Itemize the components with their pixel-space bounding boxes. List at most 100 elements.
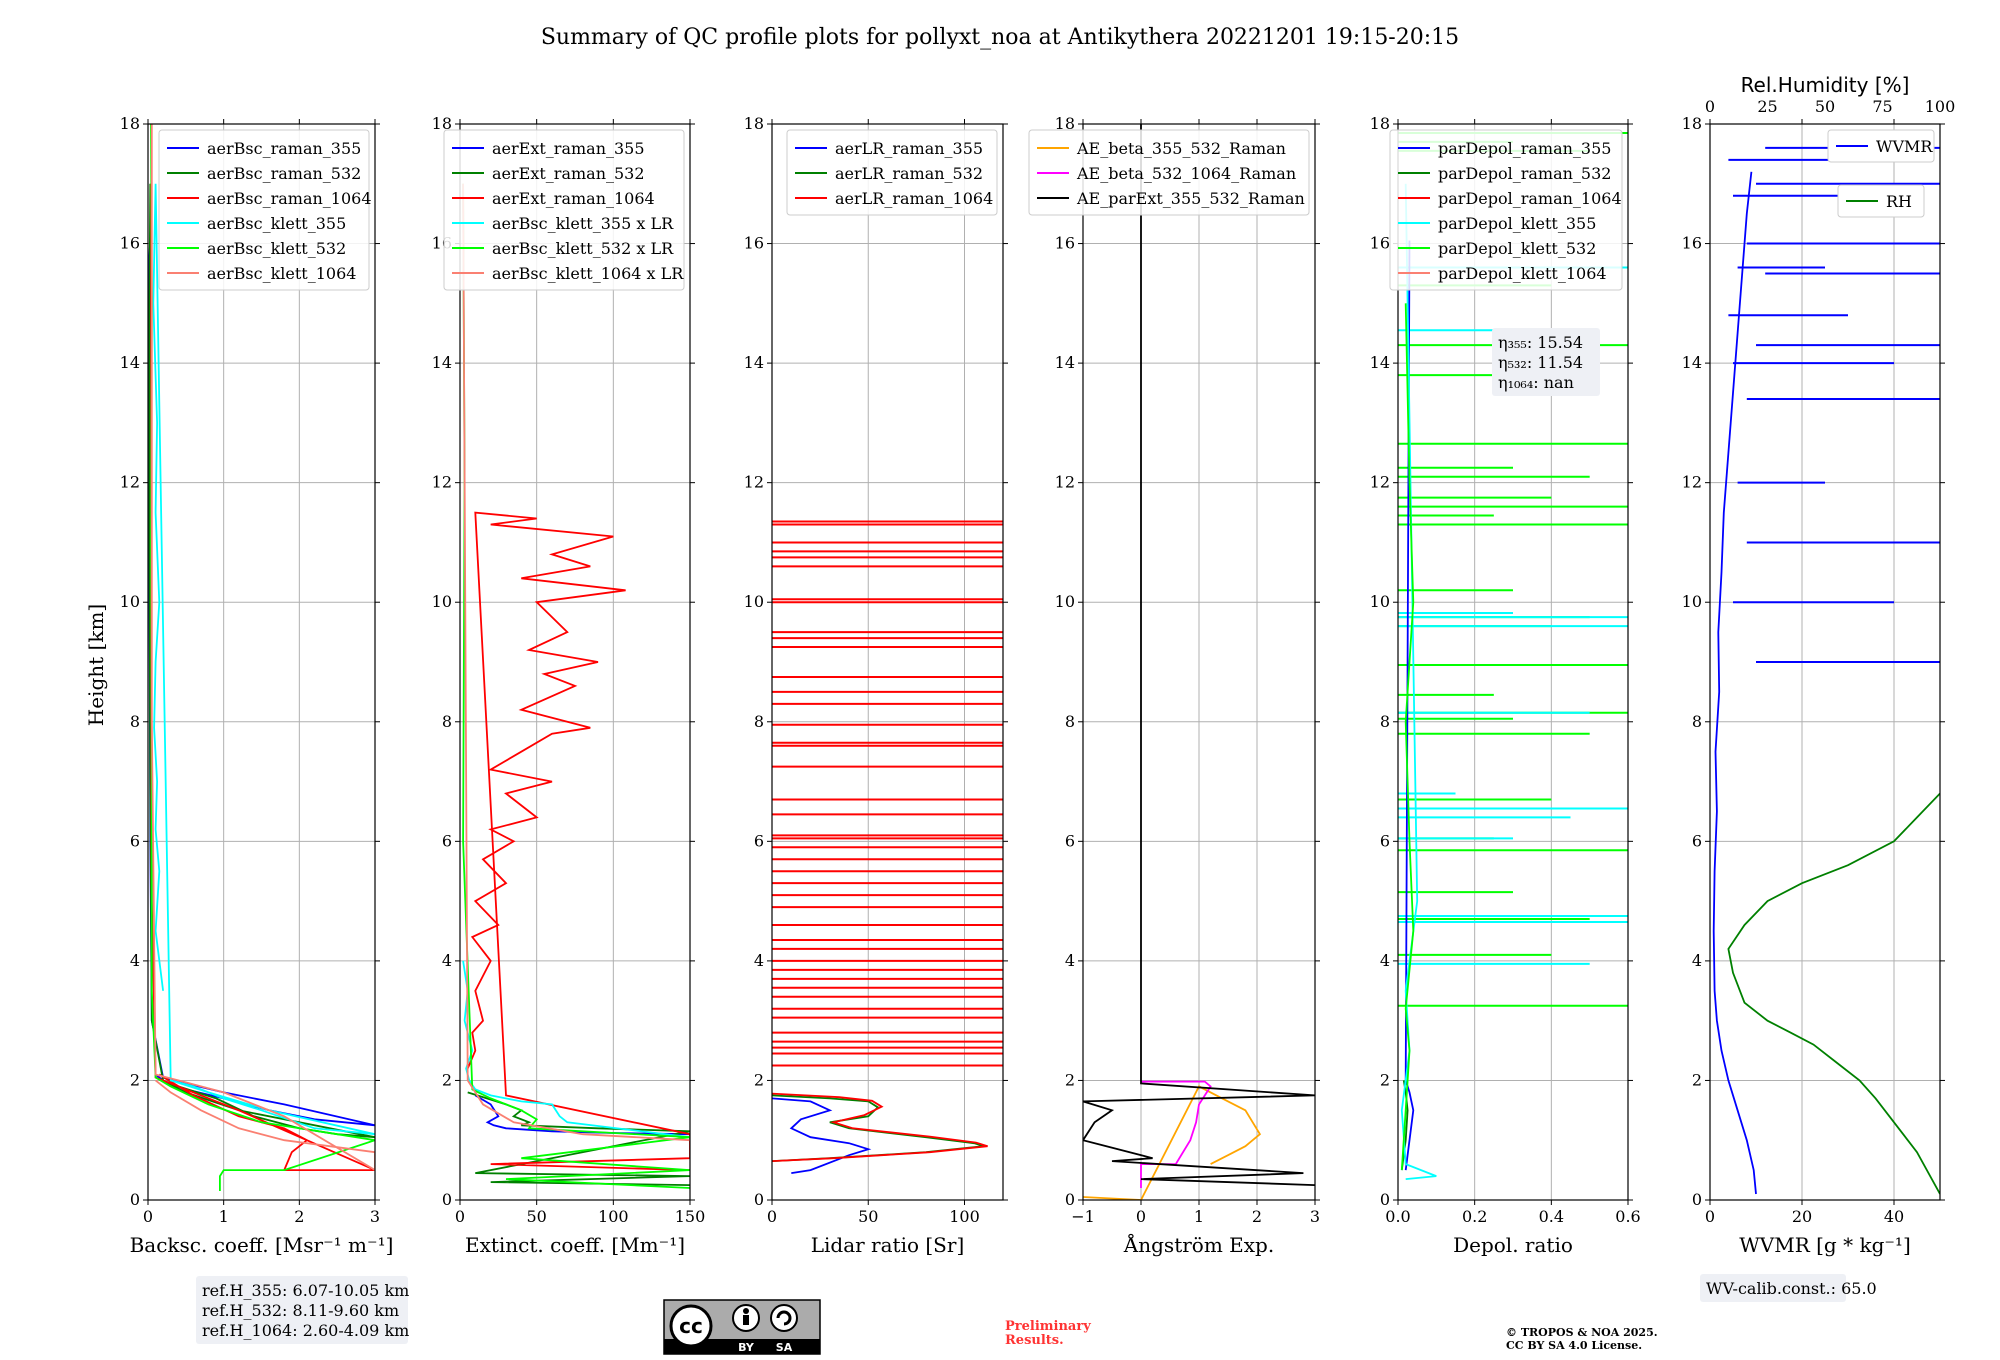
y-tick-label: 0 (1065, 1190, 1075, 1209)
annotation-wv: WV-calib.const.: 65.0 (1700, 1274, 1877, 1302)
y-tick-label: 8 (1380, 712, 1390, 731)
by-label: BY (738, 1341, 755, 1354)
x-tick-label: 50 (526, 1207, 546, 1226)
y-tick-label: 18 (120, 114, 140, 133)
y-tick-label: 12 (1370, 473, 1390, 492)
y-tick-label: 4 (1065, 951, 1075, 970)
legend-entry: aerLR_raman_355 (835, 139, 983, 158)
legend-entry: aerBsc_raman_1064 (207, 189, 372, 208)
series-line-aerbsc-raman-1064 (150, 183, 375, 1171)
annotation-text: η₁₀₆₄: nan (1498, 373, 1574, 392)
x-tick-label: 2 (1252, 1207, 1262, 1226)
y-tick-label: 4 (442, 951, 452, 970)
legend-entry: aerBsc_klett_1064 (207, 264, 356, 283)
legend-lr: aerLR_raman_355 aerLR_raman_532 aerLR_rama… (786, 129, 998, 216)
y-tick-label: 10 (744, 592, 764, 611)
x-tick-label: 100 (598, 1207, 629, 1226)
legend-box (786, 129, 998, 216)
x-axis-label: WVMR [g * kg⁻¹] (1739, 1233, 1911, 1257)
x-tick-label: 0 (1705, 1207, 1715, 1226)
series-line-aerbsc-klett-1064 (150, 124, 375, 1172)
x-tick-label: 3 (370, 1207, 380, 1226)
series-line-wvmr (1712, 171, 1757, 1195)
series-line-aerbsc-klett-532-x-lr (462, 183, 690, 1189)
x-tick-label: 1 (1194, 1207, 1204, 1226)
panel-lr: 0 2 4 6 8 10 12 14 16 18 0 50 100 Lidar ratio [Sr] aer… (744, 114, 1008, 1257)
by-icon-head (743, 1308, 749, 1314)
y-tick-label: 6 (1692, 831, 1702, 850)
y-tick-label: 16 (1682, 234, 1702, 253)
annotation-text: η₅₃₂: 11.54 (1498, 353, 1583, 372)
x-tick-label: 0 (143, 1207, 153, 1226)
axes-frame (459, 123, 691, 1201)
legend-entry: parDepol_raman_532 (1438, 164, 1611, 183)
preliminary-notice: Preliminary (1005, 1319, 1091, 1334)
cc-license-badge: cc BY SA (663, 1299, 821, 1355)
cc-icon-text: cc (679, 1314, 703, 1338)
y-tick-label: 4 (1380, 951, 1390, 970)
legend-box (1028, 129, 1310, 216)
series-line-ae-parext-355-532-raman (1083, 124, 1315, 1186)
legend-entry: aerBsc_klett_532 (207, 239, 346, 258)
x-tick-label: −1 (1071, 1207, 1095, 1226)
annotation-text: ref.H_1064: 2.60-4.09 km (202, 1321, 409, 1340)
sa-label: SA (776, 1341, 793, 1354)
series-line-aerbsc-raman-532 (148, 183, 375, 1139)
legend-wv: WVMR RH (1827, 129, 1935, 218)
y-tick-label: 14 (1055, 353, 1075, 372)
y-tick-label: 2 (754, 1070, 764, 1089)
y-tick-label: 18 (432, 114, 452, 133)
top-tick-label: 75 (1872, 97, 1892, 116)
y-tick-label: 4 (130, 951, 140, 970)
y-tick-label: 14 (1370, 353, 1390, 372)
x-tick-label: 0.2 (1462, 1207, 1487, 1226)
annotation-box (1700, 1274, 1846, 1302)
y-tick-label: 12 (1055, 473, 1075, 492)
plot-area-lr (772, 520, 1003, 1174)
y-tick-label: 14 (120, 353, 140, 372)
legend-box (1837, 184, 1925, 218)
y-tick-label: 2 (1380, 1070, 1390, 1089)
plot-area-ae (1083, 124, 1315, 1200)
legend-entry: aerExt_raman_355 (492, 139, 645, 158)
legend-ae: AE_beta_355_532_Raman AE_beta_532_1064_Ra… (1028, 129, 1310, 216)
plot-area-wv (1712, 146, 1940, 1195)
top-tick-label: 25 (1757, 97, 1777, 116)
sa-icon-arrow (776, 1310, 792, 1326)
y-tick-label: 18 (744, 114, 764, 133)
series-line-aerbsc-klett-355 (152, 183, 375, 1136)
legend-entry: parDepol_klett_532 (1438, 239, 1596, 258)
legend-entry: aerLR_raman_1064 (835, 189, 993, 208)
sa-icon (770, 1304, 798, 1332)
x-tick-label: 1 (219, 1207, 229, 1226)
series-line-aerlr-raman-355 (772, 1097, 872, 1174)
legend-entry: aerExt_raman_532 (492, 164, 645, 183)
y-tick-label: 12 (432, 473, 452, 492)
legend-entry: aerBsc_klett_532 x LR (492, 239, 674, 258)
y-tick-label: 8 (442, 712, 452, 731)
x-tick-label: 100 (949, 1207, 980, 1226)
legend-entry: parDepol_raman_1064 (1438, 189, 1622, 208)
y-tick-label: 0 (1380, 1190, 1390, 1209)
x-tick-label: 150 (675, 1207, 706, 1226)
y-tick-label: 8 (130, 712, 140, 731)
top-tick-label: 100 (1925, 97, 1956, 116)
y-tick-label: 10 (1055, 592, 1075, 611)
y-tick-label: 16 (120, 234, 140, 253)
series-line-rh (1727, 792, 1940, 1195)
legend-entry: aerBsc_raman_355 (207, 139, 361, 158)
x-tick-label: 0 (455, 1207, 465, 1226)
y-tick-label: 10 (120, 592, 140, 611)
copyright-notice: CC BY SA 4.0 License. (1506, 1339, 1642, 1352)
y-tick-label: 0 (1692, 1190, 1702, 1209)
x-tick-label: 0 (1136, 1207, 1146, 1226)
x-axis-label: Lidar ratio [Sr] (811, 1233, 965, 1257)
x-axis-label: Backsc. coeff. [Msr⁻¹ m⁻¹] (130, 1233, 394, 1257)
legend-entry: aerBsc_raman_532 (207, 164, 361, 183)
legend-depol: parDepol_raman_355 parDepol_raman_532 parD… (1389, 129, 1623, 291)
